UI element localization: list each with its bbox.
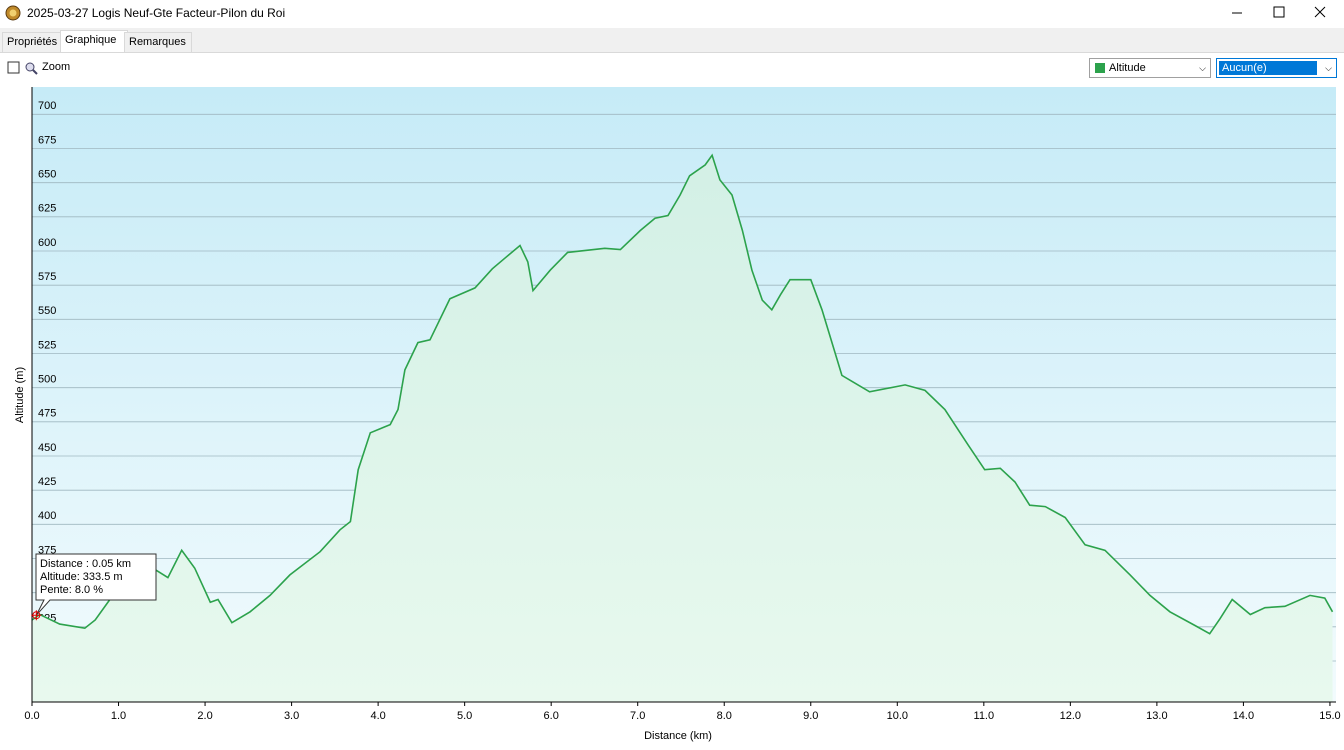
x-axis-label: Distance (km) (644, 730, 712, 742)
zoom-icon (25, 62, 35, 72)
x-tick-label: 7.0 (630, 710, 645, 722)
y-tick-label: 450 (38, 442, 56, 454)
y-tick-label: 475 (38, 408, 56, 420)
dropdown-arrow: ⌵ (1325, 63, 1332, 73)
marker-part (31, 610, 42, 621)
x-tick-label: 2.0 (197, 710, 212, 722)
x-tick-label: 3.0 (284, 710, 299, 722)
tooltip-box (35, 553, 157, 616)
y-tick-label: 625 (38, 203, 56, 215)
y-tick-label: 525 (38, 339, 56, 351)
zoom-controls[interactable] (6, 61, 40, 77)
x-tick-label: 4.0 (370, 710, 385, 722)
line (31, 153, 1334, 635)
y-tick-label: 650 (38, 169, 56, 181)
window-title: 2025-03-27 Logis Neuf-Gte Facteur-Pilon … (27, 6, 286, 20)
series-select[interactable]: Altitude ⌵ (1089, 58, 1211, 78)
maximize-button[interactable] (1273, 6, 1285, 18)
toolbar: Zoom Altitude ⌵ Aucun(e) ⌵ (0, 52, 1344, 85)
zoom-icon-handle (32, 69, 38, 75)
y-tick-label: 550 (38, 305, 56, 317)
x-tick-label: 6.0 (544, 710, 559, 722)
tooltip-text: Altitude: 333.5 m (40, 571, 123, 583)
x-tick-label: 10.0 (887, 710, 908, 722)
x-tick-label: 13.0 (1146, 710, 1167, 722)
y-tick-label: 500 (38, 374, 56, 386)
tab[interactable]: Propriétés (2, 32, 64, 52)
y-tick-label: 600 (38, 237, 56, 249)
y-tick-label: 675 (38, 134, 56, 146)
tooltip-text: Pente: 8.0 % (40, 584, 103, 596)
selection-highlight (1219, 61, 1317, 75)
y-tick-label: 700 (38, 100, 56, 112)
title-bar: 2025-03-27 Logis Neuf-Gte Facteur-Pilon … (0, 0, 1344, 28)
tab[interactable]: Remarques (124, 32, 192, 52)
x-tick-label: 12.0 (1060, 710, 1081, 722)
y-tick-label: 400 (38, 510, 56, 522)
zoom-checkbox[interactable] (7, 61, 20, 74)
compare-select-text: Aucun(e) (1222, 62, 1267, 74)
area-fill (32, 155, 1333, 703)
tooltip-text: Distance : 0.05 km (40, 558, 131, 570)
app-icon (5, 5, 21, 21)
compare-select[interactable]: Aucun(e) ⌵ (1216, 58, 1337, 78)
x-tick-label: 14.0 (1233, 710, 1254, 722)
y-axis-label: Altitude (m) (14, 367, 26, 423)
chart: Altitude (m) Distance (km) 3003253503754… (0, 80, 1344, 750)
x-tick-label: 5.0 (457, 710, 472, 722)
window-controls[interactable] (1220, 0, 1344, 28)
x-tick-label: 11.0 (974, 710, 995, 722)
tab[interactable]: Graphique (60, 30, 128, 52)
y-tick-label: 575 (38, 271, 56, 283)
series-select-text: Altitude (1109, 62, 1146, 74)
zoom-label[interactable]: Zoom (42, 61, 71, 73)
x-tick-label: 9.0 (803, 710, 818, 722)
y-tick-label: 375 (38, 544, 56, 556)
x-tick-label: 15.0 (1319, 710, 1340, 722)
x-tick-label: 0.0 (24, 710, 39, 722)
marker (31, 610, 42, 621)
dropdown-arrow: ⌵ (1199, 63, 1206, 73)
x-tick-label: 1.0 (111, 710, 126, 722)
series-swatch (1095, 63, 1105, 73)
y-tick-label: 425 (38, 476, 56, 488)
x-tick-label: 8.0 (717, 710, 732, 722)
close-button[interactable] (1314, 6, 1326, 18)
